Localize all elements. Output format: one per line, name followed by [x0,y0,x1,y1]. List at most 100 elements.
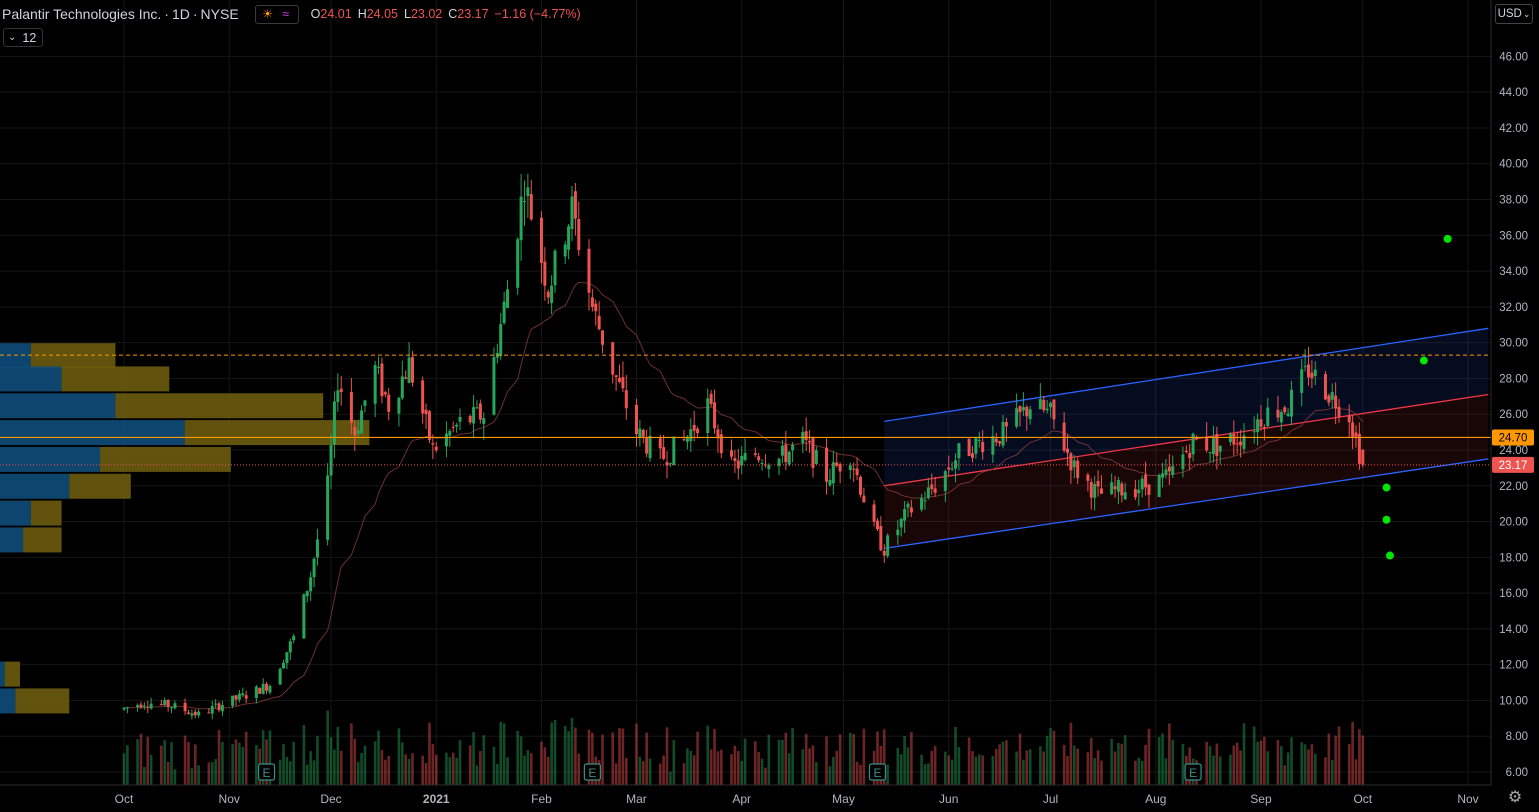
candle-body [1184,450,1188,453]
candle-body [838,463,842,472]
volume-bar [502,723,506,785]
candle-body [136,705,140,707]
candle-body [933,488,937,493]
volume-bar [305,764,309,785]
candle-body [125,707,129,709]
candle-body [1232,433,1236,445]
volume-bar [991,755,995,785]
volume-bar [1147,728,1151,785]
candle-body [1215,434,1219,456]
volume-bar [421,755,424,785]
volume-profile-down-bar [61,366,170,392]
volume-bar [523,755,526,785]
session-icons[interactable]: ☀ ≈ [254,4,299,24]
volume-bar [1042,751,1046,785]
candle-body [339,388,343,393]
volume-bar [428,722,431,785]
candle-body [292,635,296,641]
volume-bar [682,763,686,785]
candle-body [421,380,425,414]
price-tick-label: 6.00 [1506,767,1528,779]
candle-body [974,438,978,454]
candle-body [760,462,764,464]
price-tick-label: 26.00 [1499,409,1528,421]
candle-body [261,683,265,694]
symbol-name[interactable]: Palantir Technologies Inc. [2,6,162,22]
candle-body [458,416,462,422]
price-tick-label: 10.00 [1499,695,1528,707]
sun-icon[interactable]: ☀ [262,7,274,21]
indicator-toggle[interactable]: ⌄ 12 [3,28,44,47]
candle-body [645,437,649,454]
volume-bar [1229,754,1232,785]
dividends-icon[interactable]: ≈ [282,7,289,21]
earnings-label: E [263,766,271,780]
candle-body [217,703,221,711]
volume-bar [1286,752,1290,785]
price-axis-label-bg [1492,429,1534,446]
volume-bar [1045,735,1049,785]
candle-body [733,458,737,462]
interval-label[interactable]: 1D [171,6,190,22]
candle-body [1018,406,1022,413]
volume-bar [1120,743,1124,785]
volume-bar [1086,752,1090,785]
candle-body [1266,407,1270,427]
volume-bar [126,745,129,785]
time-tick-label: 2021 [423,792,450,806]
price-tick-label: 14.00 [1499,624,1528,636]
open-label: O [310,7,321,21]
candle-body [920,497,924,510]
price-tick-label: 44.00 [1499,87,1528,99]
volume-bar [981,755,984,785]
candle-body [546,291,550,298]
time-tick-label: Sep [1250,792,1272,806]
volume-bar [278,759,282,785]
volume-bar [183,735,187,785]
gear-icon[interactable]: ⚙ [1507,789,1523,806]
volume-bar [601,734,604,785]
time-tick-label: Mar [626,792,647,806]
volume-bar [214,759,217,785]
volume-bar [740,760,743,785]
volume-bar [519,736,523,785]
volume-bar [1361,735,1365,785]
volume-bar [1354,759,1358,785]
volume-bar [933,745,937,785]
volume-bar [1137,757,1141,785]
candle-body [1110,482,1114,495]
volume-bar [312,760,316,785]
volume-bar [1018,733,1022,785]
volume-profile-down-bar [69,473,131,499]
volume-bar [882,729,886,785]
chevron-down-icon[interactable]: ⌄ [8,32,17,43]
volume-bar [658,763,662,785]
candle-body [1161,473,1165,478]
volume-bar [1049,728,1052,785]
time-axis[interactable]: Oct Nov Dec 2021 Feb Mar Apr May Jun Jul Aug Sep Oct… [0,784,1491,806]
candle-body [360,410,364,434]
candle-body [1113,486,1117,490]
candle-body [1062,422,1066,451]
candle-body [448,431,452,436]
candle-body [1313,369,1317,377]
volume-profile-down-bar [23,527,62,553]
volume-bar [1113,751,1117,785]
volume-bar [1310,744,1314,785]
volume-bar [292,741,295,785]
projection-dot [1382,515,1391,524]
candle-body [468,415,472,423]
candle-body [719,434,723,454]
volume-bar [1093,758,1096,785]
price-tick-label: 40.00 [1499,159,1528,171]
price-axis[interactable]: 6.00 8.00 10.00 12.00 14.00 16.00 18.00 20.00 22… [1490,0,1534,785]
volume-bar [1215,743,1219,785]
volume-bar [302,725,306,785]
volume-bar [645,732,648,785]
volume-bar [1239,750,1242,785]
volume-bar [587,729,591,785]
currency-button[interactable]: USD ⌄ [1495,4,1533,24]
candle-body [1181,454,1185,470]
